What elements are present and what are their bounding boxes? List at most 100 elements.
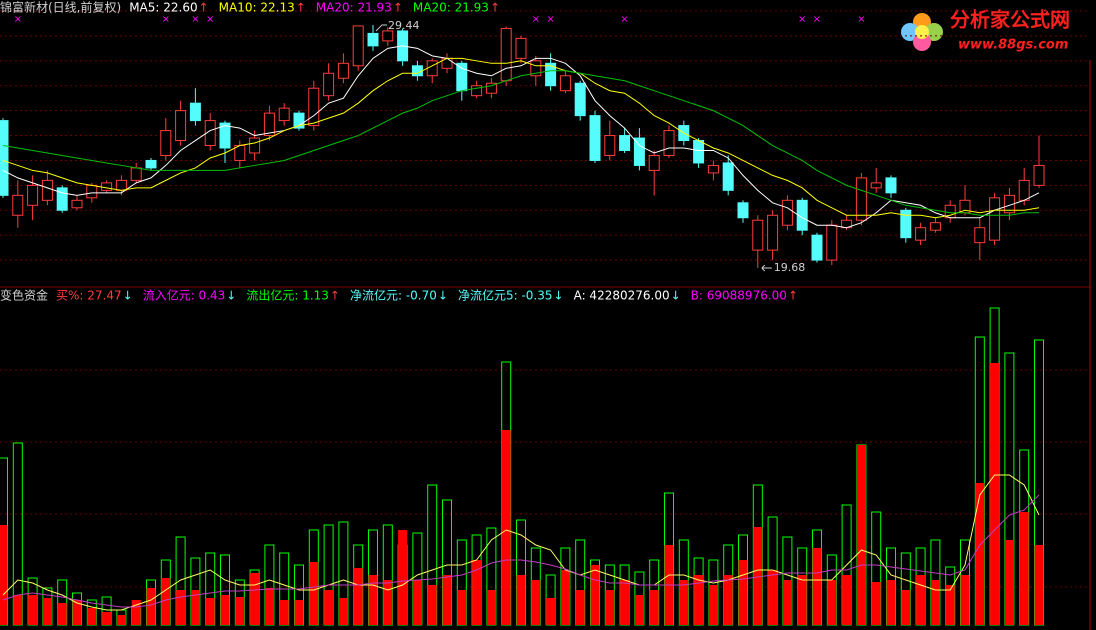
flow-bar <box>190 590 200 625</box>
logo-petal <box>925 23 943 41</box>
candle-body <box>693 140 705 164</box>
candle-body <box>574 82 586 117</box>
ma-line <box>2 45 1040 229</box>
candle-body <box>900 209 912 239</box>
legend-arrow: ↓ <box>671 289 681 303</box>
flow-bar <box>309 562 319 625</box>
flow-bar <box>990 363 1000 625</box>
candle-body <box>456 62 468 92</box>
flow-bar <box>87 608 97 625</box>
flow-bar <box>827 580 837 625</box>
candle-body <box>86 184 98 199</box>
candle-body <box>278 107 290 122</box>
signal-marker: × <box>162 14 170 25</box>
flow-bar <box>220 595 230 625</box>
signal-marker: × <box>191 14 199 25</box>
flow-bar <box>708 585 718 625</box>
legend-arrow: ↑ <box>490 1 500 15</box>
candle-body <box>485 82 497 94</box>
candle-body <box>604 135 616 156</box>
flow-bar <box>560 570 570 625</box>
flow-bar <box>383 580 393 625</box>
flow-bar <box>501 430 511 625</box>
candle-body <box>426 60 438 77</box>
candle-body <box>145 159 157 169</box>
candle-body <box>870 182 882 189</box>
legend-value: B: 69088976.00 <box>691 289 787 303</box>
flow-bar <box>901 590 911 625</box>
flow-bar <box>353 568 363 625</box>
ma-line <box>2 70 1039 216</box>
candle-body <box>293 112 305 129</box>
flow-bar <box>279 600 289 625</box>
logo-petal <box>913 33 931 51</box>
low-annotation: 19.68 <box>774 261 806 274</box>
candle-body <box>411 65 423 77</box>
legend-value: 流入亿元: 0.43 <box>143 288 226 303</box>
candle-body <box>633 137 645 166</box>
legend-value: MA20: 21.93 <box>413 1 489 15</box>
signal-marker: × <box>857 14 865 25</box>
flow-bar <box>131 600 141 625</box>
candle-body <box>722 162 734 191</box>
flow-bar <box>679 580 689 625</box>
candle-body <box>826 224 838 261</box>
ma-line <box>2 57 1040 219</box>
flow-bar <box>797 575 807 625</box>
candle-body <box>71 199 83 209</box>
candle-body <box>707 164 719 174</box>
flow-bar <box>605 590 615 625</box>
flow-line <box>2 474 1040 611</box>
candle-body <box>323 72 335 97</box>
legend-title: 锦富新材(日线,前复权) <box>0 0 121 15</box>
candle-body <box>796 199 808 231</box>
legend-value: MA20: 21.93 <box>316 1 392 15</box>
legend-arrow: ↑ <box>788 289 798 303</box>
candle-body <box>204 120 216 147</box>
logo-petal <box>913 13 931 31</box>
legend-arrow: ↓ <box>554 289 564 303</box>
flow-bar <box>472 560 482 625</box>
candle-body <box>781 199 793 226</box>
legend-value: 净流亿元5: -0.35 <box>458 288 553 303</box>
candle-body <box>160 130 172 156</box>
legend-value: A: 42280276.00 <box>574 289 670 303</box>
candle-body <box>12 194 24 216</box>
flow-bar <box>1034 545 1044 625</box>
logo: 分析家公式网 www.88gs.com <box>901 8 1070 53</box>
flow-bar <box>694 575 704 625</box>
candle-body <box>545 62 557 87</box>
flow-bar <box>146 588 156 625</box>
legend-arrow: ↑ <box>296 1 306 15</box>
flow-bar <box>723 575 733 625</box>
candle-body <box>56 187 68 211</box>
flow-bar <box>620 580 630 625</box>
legend-value: 流出亿元: 1.13 <box>246 288 329 303</box>
flow-bar <box>516 575 526 625</box>
flow-bar <box>264 588 274 625</box>
candle-body <box>589 115 601 161</box>
flow-bar <box>768 570 778 625</box>
candle-body <box>885 177 897 194</box>
flow-bar <box>457 590 467 625</box>
candle-body <box>929 222 941 231</box>
flow-bar <box>486 590 496 625</box>
flow-bar <box>324 590 334 625</box>
legend-arrow: ↑ <box>330 289 340 303</box>
candle-body <box>974 227 986 244</box>
flow-bar <box>338 598 348 625</box>
flow-bar <box>945 585 955 625</box>
candle-body <box>663 130 675 156</box>
candle-body <box>915 227 927 241</box>
candle-body <box>811 234 823 261</box>
candle-body <box>189 102 201 122</box>
flow-bar <box>176 590 186 625</box>
candle-body <box>737 202 749 219</box>
legend-value: 买%: 27.47 <box>56 289 122 303</box>
candle-body <box>1033 164 1045 186</box>
high-annotation: 29.44 <box>388 19 420 32</box>
flow-bar <box>116 615 126 625</box>
flow-bar <box>856 445 866 625</box>
flow-bar <box>590 565 600 625</box>
signal-marker: × <box>532 14 540 25</box>
